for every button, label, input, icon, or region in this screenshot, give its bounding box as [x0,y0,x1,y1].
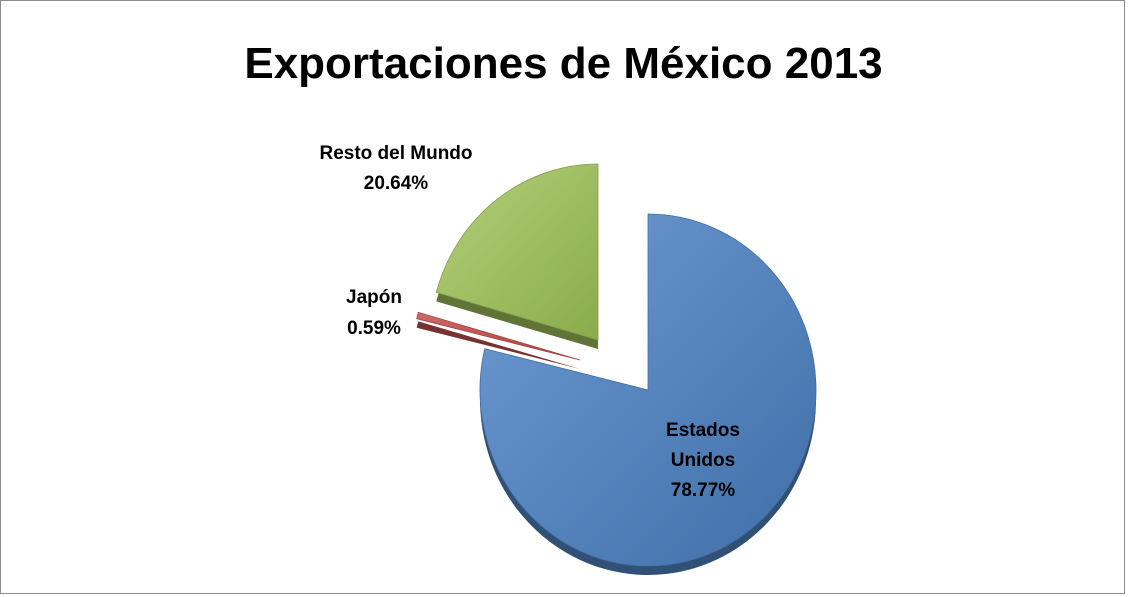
pie-slice-resto-del-mundo [435,163,599,349]
pie-slice-japon [416,311,581,369]
pie-slice-estados-unidos [479,213,817,575]
slice-label-japon: Japón 0.59% [346,287,402,339]
slice-label-resto-del-mundo: Resto del Mundo 20.64% [319,143,472,194]
chart-title: Exportaciones de México 2013 [244,39,883,88]
slice-label-estados-unidos: Estados Unidos 78.77% [666,420,740,501]
